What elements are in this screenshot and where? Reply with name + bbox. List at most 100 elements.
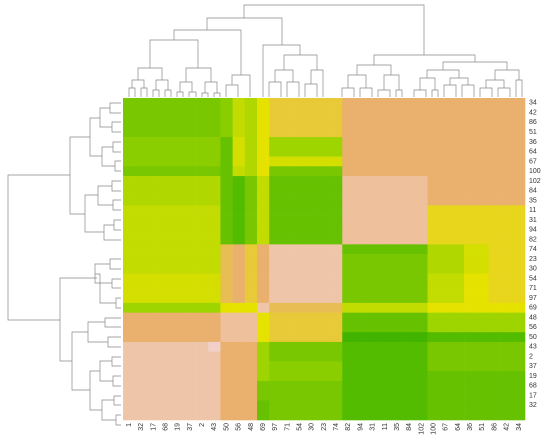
heatmap-cell — [451, 410, 465, 421]
heatmap-cell — [232, 351, 246, 362]
heatmap-cell — [403, 312, 416, 323]
heatmap-cell — [439, 273, 453, 284]
heatmap-cell — [488, 302, 501, 313]
heatmap-cell — [183, 244, 197, 255]
heatmap-cell — [330, 302, 343, 313]
y-tick-label: 37 — [529, 363, 537, 370]
heatmap-cell — [244, 98, 258, 109]
heatmap-cell — [391, 195, 404, 206]
heatmap-cell — [147, 176, 160, 187]
heatmap-cell — [171, 146, 185, 157]
y-tick-label: 51 — [529, 129, 537, 136]
heatmap-cell — [232, 283, 246, 294]
heatmap-cell — [439, 107, 453, 118]
heatmap-cell — [354, 263, 367, 274]
heatmap-cell — [220, 371, 233, 382]
heatmap-cell — [147, 341, 160, 352]
heatmap-cell — [342, 244, 355, 255]
heatmap-cell — [183, 195, 197, 206]
heatmap-cell — [476, 146, 489, 157]
heatmap-cell — [317, 312, 331, 323]
heatmap-cell — [512, 98, 526, 109]
heatmap-cell — [451, 400, 465, 411]
heatmap-cell — [208, 351, 221, 362]
heatmap-cell — [305, 117, 319, 128]
heatmap-cell — [269, 361, 282, 372]
heatmap-cell — [244, 117, 258, 128]
heatmap-cell — [366, 380, 380, 392]
heatmap-cell — [342, 293, 355, 304]
heatmap-cell — [171, 205, 185, 216]
heatmap-cell — [305, 156, 319, 167]
heatmap-cell — [305, 400, 319, 411]
heatmap-cell — [208, 371, 221, 382]
heatmap-cell — [451, 351, 465, 362]
heatmap-cell — [257, 146, 270, 157]
heatmap-cell — [366, 302, 380, 313]
heatmap-cell — [512, 390, 526, 401]
heatmap-cell — [183, 215, 197, 226]
heatmap-cell — [366, 107, 380, 118]
heatmap-cell — [391, 244, 404, 255]
heatmap-cell — [220, 254, 233, 265]
heatmap-cell — [500, 302, 514, 313]
heatmap-cell — [464, 195, 477, 206]
heatmap-cell — [196, 166, 209, 177]
heatmap-cell — [512, 176, 526, 187]
heatmap-cell — [342, 185, 355, 196]
heatmap-cell — [354, 185, 367, 196]
heatmap-cell — [244, 293, 258, 304]
heatmap-cell — [366, 146, 380, 157]
heatmap-cell — [317, 293, 331, 304]
heatmap-cell — [220, 146, 233, 157]
heatmap-cell — [171, 273, 185, 284]
heatmap-cell — [439, 176, 453, 187]
heatmap-cell — [232, 98, 246, 109]
heatmap-cell — [220, 205, 233, 216]
heatmap-cell — [171, 380, 185, 392]
heatmap-cell — [439, 195, 453, 206]
heatmap-cell — [257, 322, 270, 333]
heatmap-cell — [244, 380, 258, 392]
heatmap-cell — [244, 254, 258, 265]
heatmap-cell — [391, 400, 404, 411]
heatmap-cell — [330, 244, 343, 255]
heatmap-cell — [147, 215, 160, 226]
y-tick-label: 86 — [529, 119, 537, 126]
heatmap-cell — [415, 117, 428, 128]
heatmap-cell — [330, 380, 343, 392]
heatmap-cell — [159, 215, 173, 226]
heatmap-cell — [378, 312, 392, 323]
heatmap-cell — [512, 273, 526, 284]
heatmap-cell — [500, 293, 514, 304]
heatmap-cell — [135, 224, 148, 235]
heatmap-cell — [208, 380, 221, 392]
heatmap-cell — [147, 332, 160, 343]
heatmap-cell — [366, 263, 380, 274]
heatmap-cell — [232, 302, 246, 313]
y-tick-label: 34 — [529, 100, 537, 107]
heatmap-cell — [415, 371, 428, 382]
heatmap-cell — [391, 117, 404, 128]
heatmap-cell — [196, 400, 209, 411]
heatmap-cell — [305, 166, 319, 177]
heatmap-cell — [512, 166, 526, 177]
heatmap-cell — [476, 371, 489, 382]
heatmap-cell — [208, 117, 221, 128]
heatmap-cell — [220, 312, 233, 323]
heatmap-cell — [330, 283, 343, 294]
heatmap-cell — [281, 361, 294, 372]
heatmap-cell — [427, 195, 441, 206]
heatmap-cell — [354, 215, 367, 226]
heatmap-cell — [464, 117, 477, 128]
heatmap-cell — [476, 322, 489, 333]
heatmap-cell — [220, 176, 233, 187]
heatmap-cell — [208, 302, 221, 313]
heatmap-cell — [378, 273, 392, 284]
heatmap-cell — [342, 127, 355, 138]
heatmap-cell — [512, 400, 526, 411]
heatmap-cell — [257, 302, 270, 313]
heatmap-cell — [378, 322, 392, 333]
heatmap-cell — [488, 137, 501, 148]
heatmap-cell — [317, 137, 331, 148]
